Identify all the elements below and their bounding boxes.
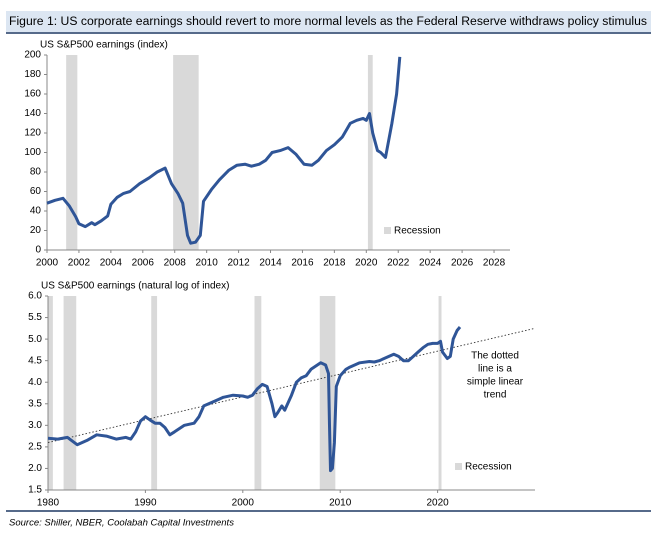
recession-band bbox=[66, 55, 78, 250]
legend-label: Recession bbox=[465, 462, 512, 473]
y-tick-label: 5.5 bbox=[28, 312, 42, 323]
y-tick-label: 3.0 bbox=[28, 420, 42, 431]
x-tick-label: 2018 bbox=[323, 258, 346, 269]
y-tick-label: 3.5 bbox=[28, 398, 42, 409]
figure-title: Figure 1: US corporate earnings should r… bbox=[9, 16, 647, 28]
y-tick-label: 160 bbox=[24, 89, 41, 100]
recession-band bbox=[63, 296, 77, 490]
y-tick-label: 100 bbox=[24, 147, 41, 158]
x-tick-label: 2024 bbox=[419, 258, 442, 269]
y-tick-label: 180 bbox=[24, 69, 41, 80]
trend-line bbox=[47, 327, 536, 444]
recession-band bbox=[254, 296, 262, 490]
x-tick-label: 1980 bbox=[37, 498, 60, 509]
x-tick-label: 2028 bbox=[483, 258, 506, 269]
y-axis-title: US S&P500 earnings (index) bbox=[40, 40, 168, 51]
annotation: The dotted bbox=[471, 351, 519, 362]
legend-label: Recession bbox=[394, 226, 441, 237]
y-tick-label: 140 bbox=[24, 108, 41, 119]
legend-swatch bbox=[455, 463, 462, 470]
x-tick-label: 2016 bbox=[291, 258, 314, 269]
y-tick-label: 1.5 bbox=[28, 485, 42, 496]
x-tick-label: 2006 bbox=[132, 258, 155, 269]
x-tick-label: 2004 bbox=[100, 258, 123, 269]
x-tick-label: 2026 bbox=[451, 258, 474, 269]
y-tick-label: 4.5 bbox=[28, 355, 42, 366]
y-tick-label: 200 bbox=[24, 50, 41, 61]
x-tick-label: 2002 bbox=[68, 258, 91, 269]
data-line bbox=[46, 56, 402, 245]
x-tick-label: 2010 bbox=[196, 258, 219, 269]
recession-band bbox=[151, 296, 158, 490]
x-tick-label: 2010 bbox=[329, 498, 352, 509]
x-tick-label: 2012 bbox=[227, 258, 250, 269]
x-tick-label: 2020 bbox=[426, 498, 449, 509]
annotation: line is a bbox=[478, 364, 512, 375]
x-tick-label: 2000 bbox=[36, 258, 59, 269]
y-tick-label: 120 bbox=[24, 128, 41, 139]
x-tick-label: 2014 bbox=[259, 258, 282, 269]
y-tick-label: 4.0 bbox=[28, 377, 42, 388]
recession-band bbox=[48, 296, 53, 490]
y-tick-label: 80 bbox=[30, 167, 42, 178]
y-tick-label: 5.0 bbox=[28, 334, 42, 345]
title-band bbox=[6, 11, 651, 32]
data-line bbox=[47, 326, 462, 473]
x-tick-label: 2008 bbox=[164, 258, 187, 269]
annotation: simple linear bbox=[467, 377, 524, 388]
y-tick-label: 6.0 bbox=[28, 291, 42, 302]
x-tick-label: 1990 bbox=[134, 498, 157, 509]
y-tick-label: 20 bbox=[30, 225, 42, 236]
x-tick-label: 2022 bbox=[387, 258, 410, 269]
recession-band bbox=[367, 55, 373, 250]
annotation: trend bbox=[484, 390, 507, 401]
x-tick-label: 2000 bbox=[232, 498, 255, 509]
y-tick-label: 2.0 bbox=[28, 463, 42, 474]
y-tick-label: 60 bbox=[30, 186, 42, 197]
x-tick-label: 2020 bbox=[355, 258, 378, 269]
source: Source: Shiller, NBER, Coolabah Capital … bbox=[9, 518, 234, 529]
legend-swatch bbox=[384, 227, 391, 234]
y-tick-label: 40 bbox=[30, 206, 42, 217]
y-axis-title: US S&P500 earnings (natural log of index… bbox=[41, 281, 229, 292]
y-tick-label: 0 bbox=[35, 245, 41, 256]
recession-band bbox=[438, 296, 442, 490]
y-tick-label: 2.5 bbox=[28, 442, 42, 453]
